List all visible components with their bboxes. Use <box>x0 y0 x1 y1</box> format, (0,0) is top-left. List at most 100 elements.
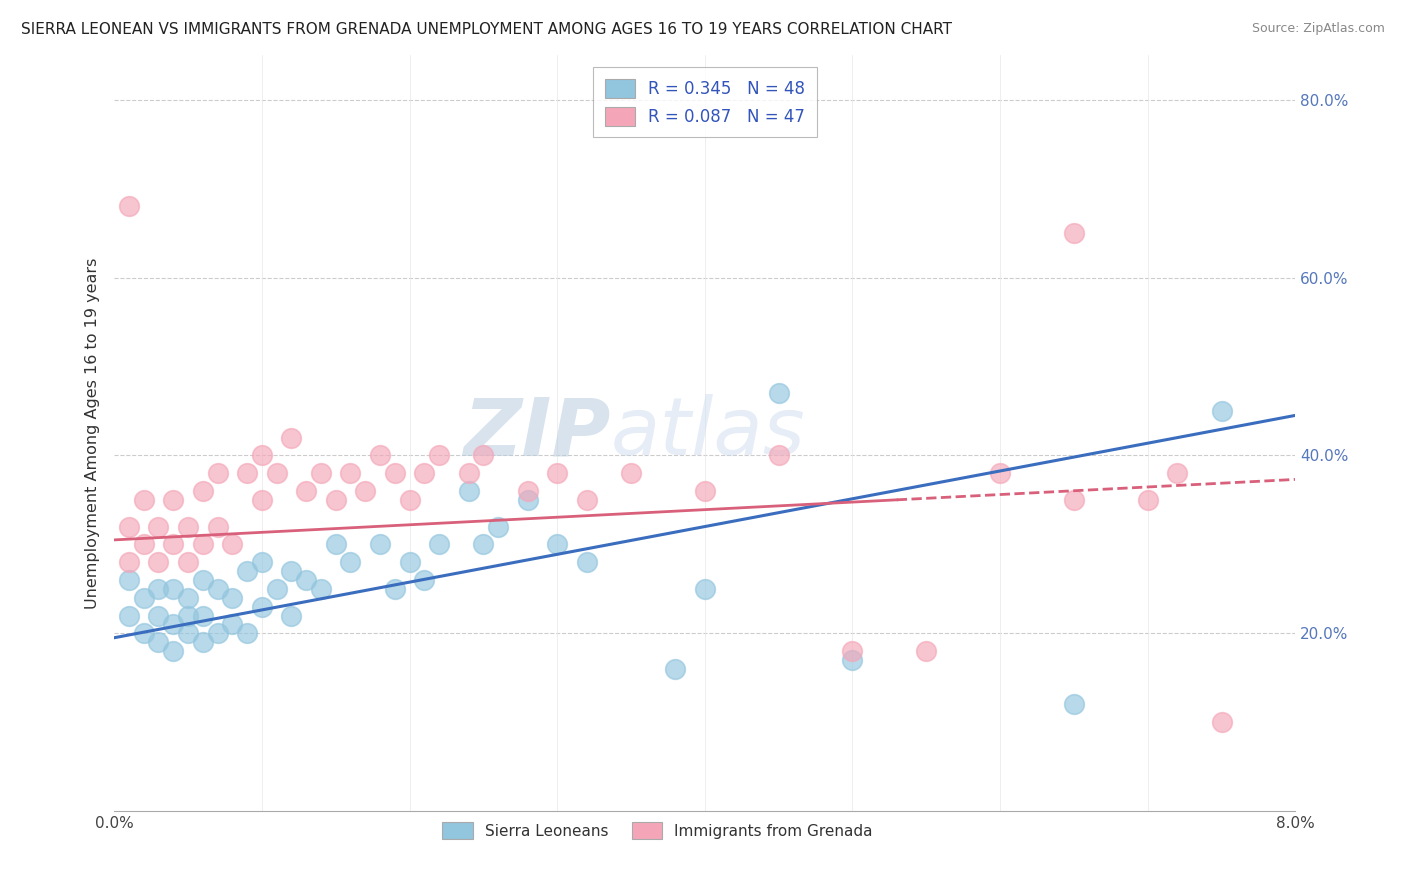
Point <box>384 466 406 480</box>
Point <box>309 466 332 480</box>
Point <box>236 564 259 578</box>
Point <box>280 564 302 578</box>
Point <box>162 617 184 632</box>
Point <box>516 492 538 507</box>
Point <box>664 662 686 676</box>
Point <box>177 608 200 623</box>
Point <box>280 608 302 623</box>
Point <box>280 431 302 445</box>
Point <box>266 582 288 596</box>
Text: atlas: atlas <box>610 394 806 472</box>
Point <box>221 537 243 551</box>
Point <box>191 573 214 587</box>
Point <box>1136 492 1159 507</box>
Point <box>162 644 184 658</box>
Point <box>250 599 273 614</box>
Point <box>177 591 200 605</box>
Point <box>162 582 184 596</box>
Point <box>236 466 259 480</box>
Point <box>427 537 450 551</box>
Point <box>472 537 495 551</box>
Point <box>339 555 361 569</box>
Point <box>546 466 568 480</box>
Point <box>1166 466 1188 480</box>
Point <box>325 492 347 507</box>
Point <box>148 635 170 649</box>
Point <box>325 537 347 551</box>
Point <box>413 573 436 587</box>
Y-axis label: Unemployment Among Ages 16 to 19 years: Unemployment Among Ages 16 to 19 years <box>86 258 100 609</box>
Point <box>132 626 155 640</box>
Point <box>118 555 141 569</box>
Point <box>191 608 214 623</box>
Point <box>132 492 155 507</box>
Point <box>472 449 495 463</box>
Point <box>148 582 170 596</box>
Point <box>118 199 141 213</box>
Point <box>398 555 420 569</box>
Point <box>339 466 361 480</box>
Point <box>575 555 598 569</box>
Point <box>768 449 790 463</box>
Point <box>207 466 229 480</box>
Point <box>516 483 538 498</box>
Point <box>620 466 643 480</box>
Point <box>207 626 229 640</box>
Point <box>221 617 243 632</box>
Point <box>207 582 229 596</box>
Point <box>177 626 200 640</box>
Point <box>207 519 229 533</box>
Legend: Sierra Leoneans, Immigrants from Grenada: Sierra Leoneans, Immigrants from Grenada <box>436 816 879 845</box>
Point <box>148 608 170 623</box>
Point <box>457 483 479 498</box>
Point <box>191 635 214 649</box>
Point <box>841 653 863 667</box>
Point <box>236 626 259 640</box>
Point <box>575 492 598 507</box>
Point <box>384 582 406 596</box>
Text: Source: ZipAtlas.com: Source: ZipAtlas.com <box>1251 22 1385 36</box>
Text: SIERRA LEONEAN VS IMMIGRANTS FROM GRENADA UNEMPLOYMENT AMONG AGES 16 TO 19 YEARS: SIERRA LEONEAN VS IMMIGRANTS FROM GRENAD… <box>21 22 952 37</box>
Point <box>177 519 200 533</box>
Point <box>295 573 318 587</box>
Point <box>177 555 200 569</box>
Point <box>162 492 184 507</box>
Point <box>250 492 273 507</box>
Point <box>191 483 214 498</box>
Point <box>148 519 170 533</box>
Point <box>118 519 141 533</box>
Point <box>250 449 273 463</box>
Point <box>132 591 155 605</box>
Point <box>413 466 436 480</box>
Point <box>427 449 450 463</box>
Point <box>398 492 420 507</box>
Point <box>546 537 568 551</box>
Point <box>1211 715 1233 730</box>
Point <box>148 555 170 569</box>
Point <box>841 644 863 658</box>
Point <box>221 591 243 605</box>
Point <box>486 519 509 533</box>
Point <box>132 537 155 551</box>
Point <box>1063 226 1085 240</box>
Point <box>368 449 391 463</box>
Point <box>1063 698 1085 712</box>
Point <box>250 555 273 569</box>
Point <box>354 483 377 498</box>
Point <box>309 582 332 596</box>
Text: ZIP: ZIP <box>463 394 610 472</box>
Point <box>162 537 184 551</box>
Point <box>457 466 479 480</box>
Point <box>295 483 318 498</box>
Point <box>118 573 141 587</box>
Point <box>118 608 141 623</box>
Point <box>1063 492 1085 507</box>
Point <box>1211 404 1233 418</box>
Point <box>768 386 790 401</box>
Point <box>368 537 391 551</box>
Point <box>266 466 288 480</box>
Point <box>988 466 1011 480</box>
Point <box>693 582 716 596</box>
Point <box>191 537 214 551</box>
Point <box>915 644 938 658</box>
